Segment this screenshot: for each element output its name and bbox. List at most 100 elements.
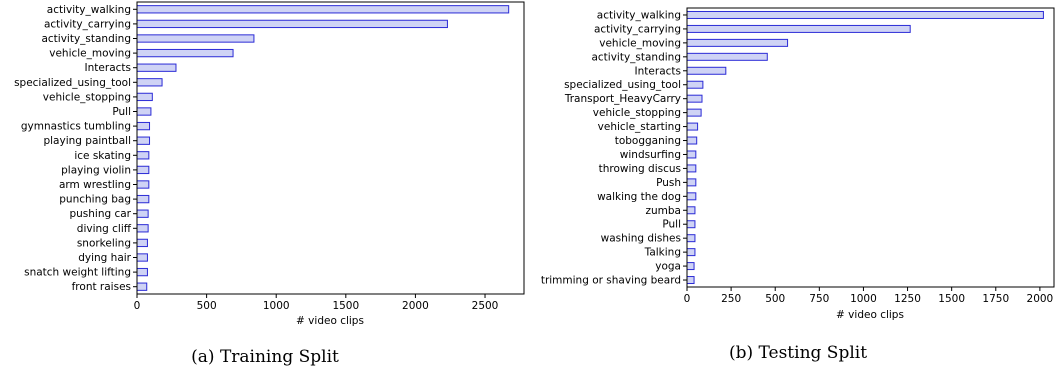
y-tick-label: Push bbox=[656, 177, 681, 189]
bar bbox=[136, 194, 150, 204]
bar bbox=[686, 220, 696, 229]
y-tick-label: activity_walking bbox=[597, 9, 681, 21]
y-tick-label: punching bag bbox=[59, 194, 131, 206]
y-tick-label: Talking bbox=[644, 247, 681, 259]
x-tick-label: 2000 bbox=[1027, 293, 1054, 305]
y-tick-label: activity_carrying bbox=[44, 18, 131, 30]
bar bbox=[136, 48, 234, 58]
bar bbox=[686, 108, 702, 117]
bar bbox=[686, 206, 696, 215]
y-tick-label: Interacts bbox=[85, 62, 131, 74]
bar bbox=[686, 38, 789, 47]
x-tick-label: 2000 bbox=[402, 300, 429, 312]
x-tick-label: 1000 bbox=[263, 300, 290, 312]
bar bbox=[136, 253, 148, 262]
bar bbox=[686, 178, 697, 187]
bar bbox=[136, 151, 150, 160]
bar bbox=[136, 180, 150, 189]
testing-split-panel: (b) Testing Split # video clips activity… bbox=[541, 7, 1055, 363]
y-tick-label: specialized_using_tool bbox=[564, 79, 681, 91]
y-tick-label: snorkeling bbox=[77, 237, 131, 249]
y-tick-label: Pull bbox=[662, 219, 681, 231]
bar bbox=[686, 248, 696, 257]
x-tick-label: 0 bbox=[684, 293, 691, 305]
testing-axes-frame bbox=[686, 7, 1055, 288]
bar bbox=[136, 78, 163, 87]
y-tick-label: trimming or shaving beard bbox=[541, 275, 681, 287]
y-tick-label: snatch weight lifting bbox=[24, 267, 131, 279]
y-tick-label: vehicle_stopping bbox=[43, 91, 131, 103]
testing-x-axis-label: # video clips bbox=[836, 309, 904, 321]
bar bbox=[136, 224, 149, 233]
y-tick-label: activity_standing bbox=[41, 33, 131, 45]
training-axes-frame bbox=[136, 1, 525, 295]
x-tick-label: 1000 bbox=[850, 293, 877, 305]
bar bbox=[136, 136, 151, 145]
y-tick-label: vehicle_stopping bbox=[593, 107, 681, 119]
testing-split-caption: (b) Testing Split bbox=[729, 343, 867, 363]
y-tick-label: yoga bbox=[655, 261, 681, 273]
bar bbox=[136, 107, 152, 116]
y-tick-label: vehicle_moving bbox=[49, 48, 131, 60]
y-tick-label: front raises bbox=[72, 281, 131, 293]
x-tick-label: 2500 bbox=[472, 300, 499, 312]
y-tick-label: arm wrestling bbox=[59, 179, 131, 191]
y-tick-label: dying hair bbox=[78, 252, 131, 264]
bar bbox=[136, 5, 510, 14]
y-tick-label: walking the dog bbox=[597, 191, 681, 203]
y-tick-label: gymnastics tumbling bbox=[21, 121, 131, 133]
training-x-axis-label: # video clips bbox=[296, 315, 364, 327]
bar bbox=[136, 19, 448, 29]
x-tick-label: 250 bbox=[721, 293, 741, 305]
x-tick-label: 1750 bbox=[982, 293, 1009, 305]
bar bbox=[136, 121, 151, 131]
y-tick-label: playing paintball bbox=[43, 135, 131, 147]
x-tick-label: 750 bbox=[809, 293, 829, 305]
y-tick-label: activity_standing bbox=[591, 51, 681, 63]
bar bbox=[686, 10, 1044, 19]
y-tick-label: Transport_HeavyCarry bbox=[564, 93, 681, 105]
bar bbox=[686, 24, 911, 33]
y-tick-label: ice skating bbox=[74, 150, 131, 162]
bar bbox=[136, 209, 149, 218]
y-tick-label: tobogganing bbox=[615, 135, 681, 147]
bar bbox=[136, 165, 150, 175]
y-tick-label: activity_walking bbox=[47, 4, 131, 16]
bar bbox=[686, 150, 697, 159]
x-tick-label: 1500 bbox=[938, 293, 965, 305]
training-split-panel: (a) Training Split # video clips activit… bbox=[14, 1, 525, 367]
y-tick-label: diving cliff bbox=[77, 223, 132, 235]
y-tick-label: throwing discus bbox=[599, 163, 681, 175]
bar bbox=[136, 238, 148, 248]
bar bbox=[686, 276, 695, 285]
bar bbox=[136, 267, 148, 277]
x-tick-label: 1250 bbox=[894, 293, 921, 305]
bar bbox=[686, 80, 704, 89]
y-tick-label: windsurfing bbox=[620, 149, 681, 161]
bar bbox=[686, 164, 697, 173]
y-tick-label: zumba bbox=[646, 205, 682, 217]
y-tick-label: activity_carrying bbox=[594, 23, 681, 35]
x-tick-label: 0 bbox=[134, 300, 141, 312]
bar bbox=[686, 122, 699, 131]
y-tick-label: vehicle_starting bbox=[598, 121, 681, 133]
y-tick-label: vehicle_moving bbox=[599, 37, 681, 49]
bar bbox=[686, 234, 696, 243]
y-tick-label: Pull bbox=[112, 106, 131, 118]
bar bbox=[686, 66, 727, 75]
y-tick-label: specialized_using_tool bbox=[14, 77, 131, 89]
bar bbox=[136, 282, 148, 291]
y-tick-label: washing dishes bbox=[601, 233, 681, 245]
x-tick-label: 1500 bbox=[332, 300, 359, 312]
y-tick-label: pushing car bbox=[69, 208, 131, 220]
x-tick-label: 500 bbox=[197, 300, 217, 312]
bar bbox=[686, 52, 768, 61]
x-tick-label: 500 bbox=[765, 293, 785, 305]
bar bbox=[686, 262, 695, 271]
y-tick-label: Interacts bbox=[635, 65, 681, 77]
training-split-caption: (a) Training Split bbox=[191, 347, 339, 367]
bar bbox=[686, 94, 703, 103]
bar bbox=[136, 34, 255, 43]
bar bbox=[136, 63, 177, 72]
